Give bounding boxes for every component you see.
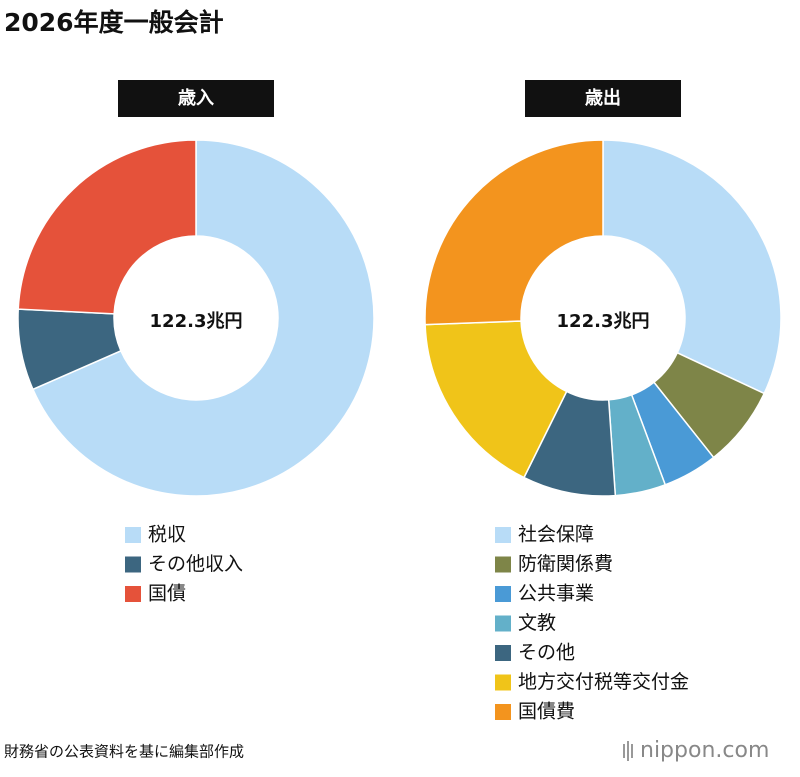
center-label: 122.3兆円 — [150, 311, 243, 332]
panel-title-box — [525, 80, 681, 117]
legend-label: 公共事業 — [518, 583, 594, 605]
donut-slice — [424, 139, 604, 326]
page-title: 2026年度一般会計 — [4, 8, 224, 37]
legend-swatch — [125, 586, 141, 602]
legend-swatch — [125, 527, 141, 543]
donut-slice — [31, 139, 375, 497]
legend-swatch — [495, 556, 511, 573]
legend-swatch — [495, 704, 511, 720]
panel-title-box — [118, 80, 274, 117]
center-label: 122.3兆円 — [557, 311, 650, 332]
legend-swatch — [125, 556, 141, 573]
source: 財務省の公表資料を基に編集部作成 — [4, 743, 244, 761]
legend-label: 社会保障 — [518, 524, 594, 546]
legend-label: 国債 — [148, 583, 186, 605]
donut-slice — [424, 320, 568, 479]
legend-label: その他 — [518, 642, 575, 664]
legend-label: 国債費 — [518, 701, 575, 723]
legend-swatch — [495, 674, 511, 691]
legend-label: 税収 — [148, 524, 186, 546]
legend-swatch — [495, 645, 511, 661]
legend-swatch — [495, 527, 511, 543]
panel-title: 歳入 — [178, 88, 214, 109]
logo: nippon.com — [640, 738, 769, 763]
legend-label: 文教 — [518, 612, 556, 634]
panel-title: 歳出 — [585, 87, 621, 109]
logo-icon — [623, 741, 633, 761]
legend-label: 地方交付税等交付金 — [518, 671, 689, 693]
legend-label: 防衛関係費 — [518, 553, 613, 575]
donut-slice — [17, 139, 197, 315]
legend-swatch — [495, 586, 511, 602]
legend-swatch — [495, 615, 511, 632]
legend-label: その他収入 — [148, 553, 243, 575]
donut-slice — [602, 139, 782, 395]
